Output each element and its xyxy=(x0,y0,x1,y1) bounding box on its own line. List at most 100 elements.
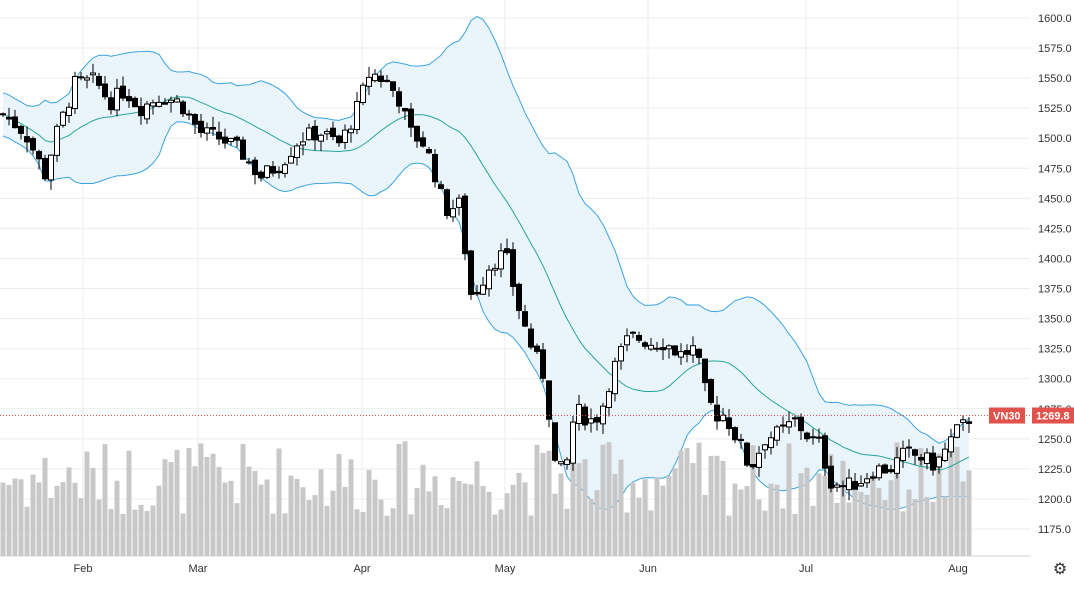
volume-bar xyxy=(480,486,486,556)
candle-up xyxy=(318,134,324,142)
candle-down xyxy=(312,125,318,141)
volume-bar xyxy=(354,509,360,556)
x-tick-label: Aug xyxy=(948,563,968,575)
candle-down xyxy=(888,469,894,473)
candle-up xyxy=(786,421,792,428)
candle-up xyxy=(624,335,630,346)
candle-up xyxy=(792,417,798,420)
volume-bar xyxy=(876,487,882,556)
candle-down xyxy=(822,435,828,469)
candle-down xyxy=(816,436,822,439)
candle-down xyxy=(882,464,888,474)
candle-up xyxy=(954,424,960,438)
volume-bar xyxy=(252,470,258,556)
volume-bar xyxy=(594,490,600,556)
candle-down xyxy=(42,157,48,180)
volume-bar xyxy=(258,484,264,556)
candle-up xyxy=(492,267,498,271)
candle-down xyxy=(852,481,858,490)
candle-down xyxy=(804,432,810,440)
volume-bar xyxy=(24,506,30,556)
volume-bar xyxy=(228,480,234,556)
candle-down xyxy=(738,438,744,441)
y-axis-background xyxy=(1030,0,1074,584)
volume-bar xyxy=(714,455,720,556)
candle-down xyxy=(798,416,804,432)
candle-up xyxy=(360,84,366,104)
candle-up xyxy=(90,72,96,76)
volume-bar xyxy=(288,475,294,556)
volume-bar xyxy=(102,444,108,556)
gear-icon[interactable]: ⚙ xyxy=(1052,558,1068,578)
candle-down xyxy=(444,189,450,217)
candle-down xyxy=(636,335,642,341)
volume-bar xyxy=(420,464,426,556)
candle-down xyxy=(240,139,246,160)
volume-bar xyxy=(816,473,822,556)
volume-bar xyxy=(276,448,282,556)
candle-up xyxy=(666,345,672,350)
volume-bar xyxy=(306,500,312,556)
y-tick-label: 1500.0 xyxy=(1038,133,1072,145)
candle-down xyxy=(252,159,258,176)
volume-bar xyxy=(264,479,270,556)
candle-down xyxy=(270,166,276,174)
candle-down xyxy=(192,114,198,125)
volume-bar xyxy=(198,443,204,556)
volume-bar xyxy=(588,498,594,556)
volume-bar xyxy=(582,459,588,556)
candle-up xyxy=(282,164,288,174)
candle-up xyxy=(84,77,90,81)
candle-down xyxy=(102,83,108,98)
volume-bar xyxy=(756,499,762,556)
volume-bar xyxy=(870,475,876,556)
candle-up xyxy=(900,447,906,462)
candle-up xyxy=(720,414,726,422)
candle-down xyxy=(750,463,756,468)
candle-down xyxy=(216,131,222,140)
volume-bar xyxy=(960,481,966,556)
candle-up xyxy=(144,103,150,120)
x-axis: Feb Mar Apr May Jun Jul Aug xyxy=(0,555,1030,575)
candle-down xyxy=(828,465,834,489)
volume-bar xyxy=(432,476,438,556)
candle-up xyxy=(768,437,774,449)
candle-up xyxy=(606,391,612,408)
y-tick-label: 1525.0 xyxy=(1038,103,1072,115)
volume-bar xyxy=(324,505,330,556)
volume-bar xyxy=(234,503,240,556)
price-badge-box xyxy=(1032,407,1074,424)
candle-up xyxy=(48,154,54,181)
volume-bar xyxy=(210,453,216,556)
volume-bar xyxy=(840,460,846,556)
volume-bar xyxy=(786,443,792,556)
candle-down xyxy=(840,485,846,488)
volume-bar xyxy=(534,444,540,556)
candle-up xyxy=(834,484,840,488)
volume-bar xyxy=(330,490,336,556)
symbol-label: VN30 xyxy=(993,411,1021,423)
candle-up xyxy=(600,405,606,425)
candle-up xyxy=(948,436,954,453)
volume-bar xyxy=(540,452,546,556)
candle-down xyxy=(540,349,546,379)
volume-bar xyxy=(954,446,960,556)
volume-bar xyxy=(624,512,630,556)
candle-down xyxy=(702,358,708,384)
candle-up xyxy=(942,448,948,461)
volume-bar xyxy=(42,457,48,556)
volume-bar xyxy=(834,502,840,556)
candle-up xyxy=(288,155,294,164)
candle-up xyxy=(876,465,882,479)
volume-bar xyxy=(546,450,552,556)
volume-bar xyxy=(570,463,576,556)
candle-down xyxy=(462,195,468,255)
y-tick-label: 1200.0 xyxy=(1038,494,1072,506)
candle-up xyxy=(366,76,372,87)
volume-bar xyxy=(696,442,702,556)
candle-up xyxy=(372,73,378,82)
volume-bar xyxy=(294,478,300,556)
volume-bar xyxy=(552,493,558,556)
